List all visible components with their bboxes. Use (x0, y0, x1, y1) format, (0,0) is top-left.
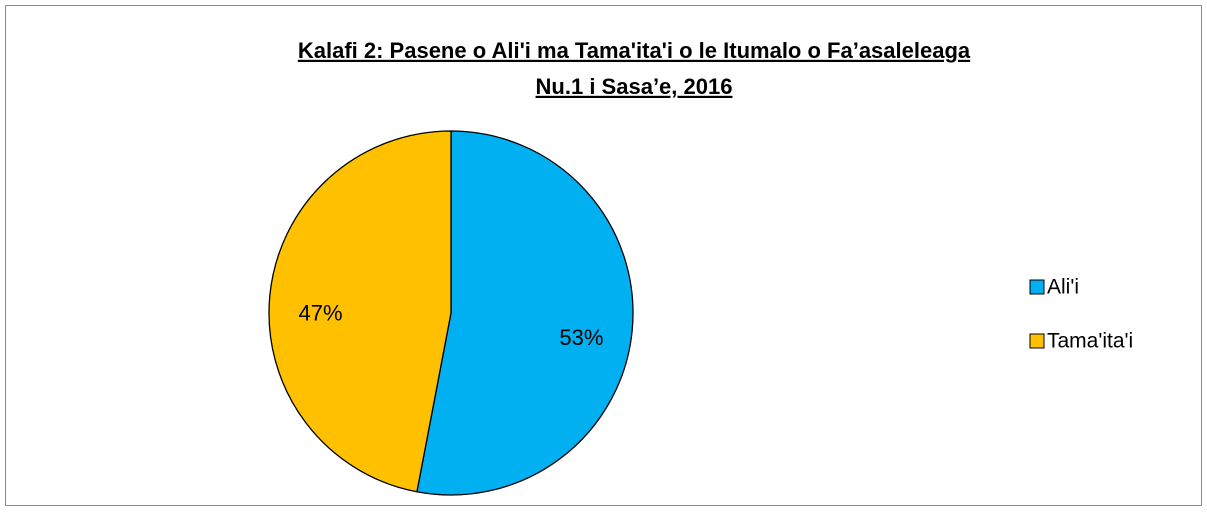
chart-title: Kalafi 2: Pasene o Ali'i ma Tama'ita'i o… (298, 38, 971, 63)
pie-slice (416, 130, 634, 496)
chart-title: Nu.1 i Sasa’e, 2016 (536, 74, 733, 99)
legend-label: Tama'ita'i (1047, 330, 1133, 353)
legend-swatch (1029, 333, 1045, 349)
legend-swatch (1029, 279, 1045, 295)
data-label: 53% (559, 325, 603, 350)
data-label: 47% (299, 300, 343, 325)
legend-label: Ali'i (1047, 276, 1079, 299)
pie-slice (268, 130, 452, 493)
